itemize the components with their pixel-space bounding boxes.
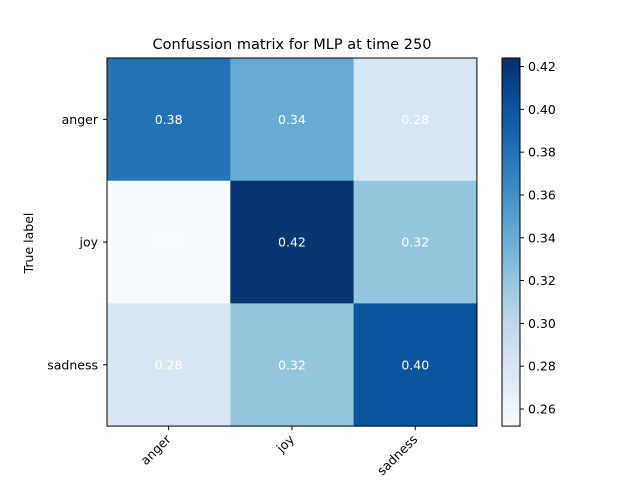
heatmap-cell-sadness-joy xyxy=(230,303,355,427)
colorbar: 0.26 0.28 0.30 0.32 0.34 0.36 0.38 0.40 0.42 xyxy=(501,57,556,427)
cell-value-label: 0.32 xyxy=(278,357,306,372)
colorbar-tick-label: 0.42 xyxy=(528,59,556,74)
y-axis-label: True label xyxy=(21,213,36,275)
colorbar-tick-label: 0.36 xyxy=(528,187,556,202)
x-axis-ticks: anger joy sadness xyxy=(137,426,420,478)
colorbar-tick-label: 0.26 xyxy=(528,401,556,416)
y-tick-label: sadness xyxy=(47,357,98,372)
x-tick-label: joy xyxy=(273,431,298,456)
chart-title: Confussion matrix for MLP at time 250 xyxy=(153,37,432,53)
heatmap-cell-joy-sadness xyxy=(353,180,478,304)
y-axis-ticks: anger joy sadness xyxy=(47,112,107,372)
y-tick-label: joy xyxy=(78,235,98,250)
cell-value-label: 0.28 xyxy=(155,357,183,372)
cell-value-label: 0.40 xyxy=(401,357,429,372)
heatmap-cell-joy-anger xyxy=(107,180,231,304)
colorbar-tick-label: 0.34 xyxy=(528,230,556,245)
colorbar-tick-label: 0.28 xyxy=(528,359,556,374)
x-tick-label: anger xyxy=(137,431,174,468)
colorbar-tick-label: 0.32 xyxy=(528,273,556,288)
heatmap-cell-anger-anger xyxy=(107,58,231,182)
cell-value-label: 0.28 xyxy=(401,112,429,127)
heatmap-cell-sadness-anger xyxy=(107,303,231,427)
cell-value-label: 0.42 xyxy=(278,235,306,250)
heatmap-cells xyxy=(106,57,478,427)
heatmap-cell-anger-joy xyxy=(230,58,355,182)
x-tick-label: sadness xyxy=(374,432,420,478)
cell-value-label: 0.32 xyxy=(401,235,429,250)
colorbar-tick-label: 0.30 xyxy=(528,316,556,331)
y-tick-label: anger xyxy=(62,112,99,127)
heatmap-cell-anger-sadness xyxy=(353,58,478,182)
cell-value-label: 0.34 xyxy=(278,112,306,127)
cell-value-labels: 0.38 0.34 0.28 0.25 0.42 0.32 0.28 0.32 0.40 xyxy=(155,112,429,372)
cell-value-label: 0.25 xyxy=(155,235,183,250)
heatmap-cell-joy-joy xyxy=(230,180,355,304)
cell-value-label: 0.38 xyxy=(155,112,183,127)
heatmap-cell-sadness-sadness xyxy=(353,303,478,427)
colorbar-tick-label: 0.40 xyxy=(528,102,556,117)
colorbar-tick-label: 0.38 xyxy=(528,145,556,160)
colorbar-gradient xyxy=(501,57,521,427)
